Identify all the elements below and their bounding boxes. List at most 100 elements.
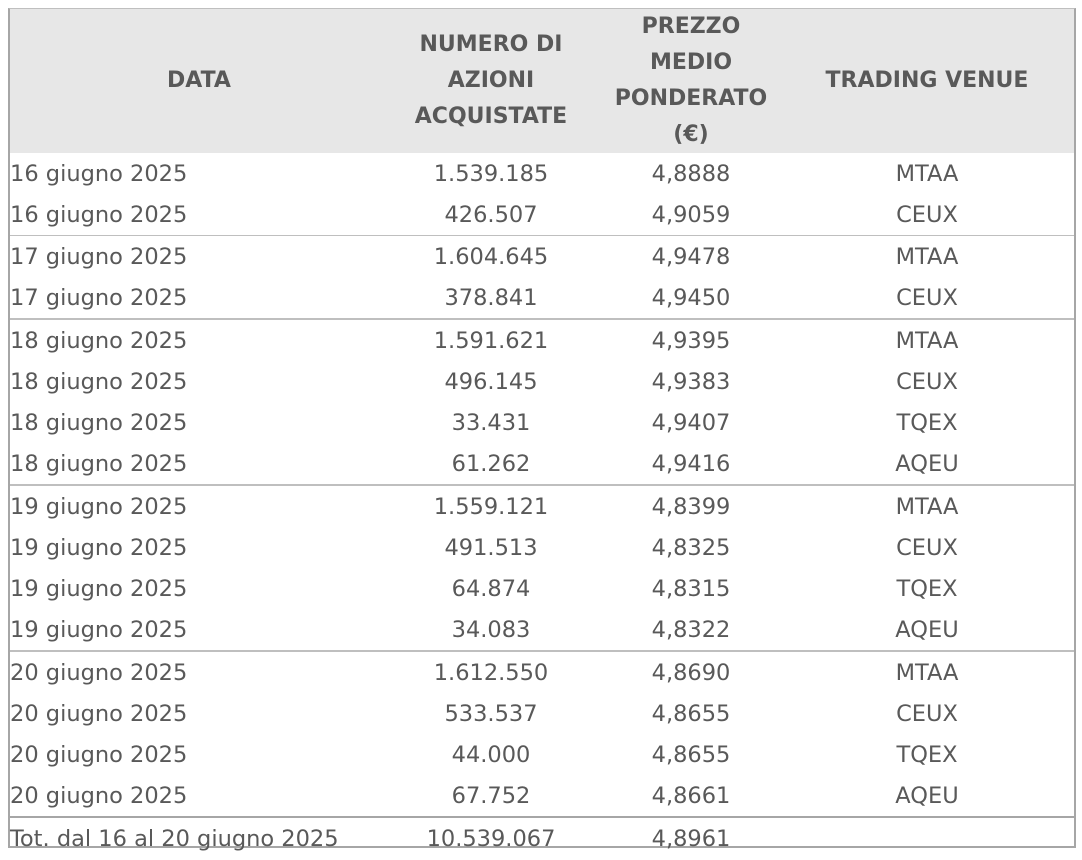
cell-price: 4,9059 [651,201,731,228]
cell-price: 4,8661 [651,782,731,809]
cell-shares: 67.752 [451,782,531,809]
cell-shares: 1.559.121 [380,484,602,527]
cell-shares: 34.083 [451,616,531,643]
cell-venue: TQEX [896,575,958,602]
cell-shares: 1.612.550 [380,650,602,693]
table-row: 18 giugno 2025 61.262 4,9416 AQEU [10,443,1074,485]
table-row: 17 giugno 2025 378.841 4,9450 CEUX [10,277,1074,319]
header-prezzo-medio: PREZZO MEDIO PONDERATO (€) [602,9,780,153]
cell-price: 4,8655 [651,700,731,727]
cell-price: 4,9450 [651,284,731,311]
cell-shares: 33.431 [451,409,531,436]
cell-date: 20 giugno 2025 [10,700,188,727]
table-row: 19 giugno 2025 491.513 4,8325 CEUX [10,527,1074,568]
header-prezzo-line-1: PREZZO MEDIO [641,14,741,75]
cell-date: 17 giugno 2025 [10,284,188,311]
cell-venue: AQEU [895,782,959,809]
table-row: 19 giugno 2025 1.559.121 4,8399 MTAA [10,484,1074,527]
cell-venue: CEUX [896,368,958,395]
table-row: 17 giugno 2025 1.604.645 4,9478 MTAA [10,235,1074,277]
table-header: DATA NUMERO DI AZIONI ACQUISTATE PREZZO … [10,9,1074,153]
cell-shares: 44.000 [451,741,531,768]
cell-price: 4,8655 [651,741,731,768]
header-numero-azioni: NUMERO DI AZIONI ACQUISTATE [380,9,602,153]
table-row: 18 giugno 2025 33.431 4,9407 TQEX [10,402,1074,443]
cell-price: 4,9416 [651,450,731,477]
cell-date: 19 giugno 2025 [10,484,380,527]
cell-date: 18 giugno 2025 [10,318,380,361]
cell-date: 17 giugno 2025 [10,235,380,277]
header-prezzo-line-2: PONDERATO (€) [614,86,768,147]
cell-date: 16 giugno 2025 [10,160,188,187]
cell-venue: TQEX [896,409,958,436]
cell-price: 4,9383 [651,368,731,395]
cell-price: 4,8322 [651,616,731,643]
cell-venue: CEUX [896,534,958,561]
cell-price: 4,9478 [602,235,780,277]
total-venue [780,816,1074,860]
cell-price: 4,8888 [651,160,731,187]
cell-venue: MTAA [780,650,1074,693]
table-row: 19 giugno 2025 34.083 4,8322 AQEU [10,609,1074,651]
cell-venue: MTAA [895,160,959,187]
cell-date: 18 giugno 2025 [10,368,188,395]
header-numero-line-3: ACQUISTATE [414,104,568,129]
cell-price: 4,8690 [602,650,780,693]
cell-date: 20 giugno 2025 [10,782,188,809]
cell-shares: 378.841 [444,284,538,311]
cell-date: 19 giugno 2025 [10,575,188,602]
cell-venue: CEUX [896,700,958,727]
cell-shares: 61.262 [451,450,531,477]
header-venue-line: TRADING VENUE [825,68,1029,93]
table-row: 16 giugno 2025 426.507 4,9059 CEUX [10,194,1074,236]
table-row: 18 giugno 2025 1.591.621 4,9395 MTAA [10,318,1074,361]
cell-venue: MTAA [780,484,1074,527]
buyback-table-container: DATA NUMERO DI AZIONI ACQUISTATE PREZZO … [8,8,1076,860]
table-row: 20 giugno 2025 533.537 4,8655 CEUX [10,693,1074,734]
total-price: 4,8961 [602,816,780,860]
cell-shares: 1.591.621 [380,318,602,361]
cell-date: 20 giugno 2025 [10,650,380,693]
cell-date: 18 giugno 2025 [10,450,188,477]
cell-shares: 496.145 [444,368,538,395]
total-shares: 10.539.067 [380,816,602,860]
cell-shares: 1.604.645 [380,235,602,277]
cell-venue: CEUX [896,201,958,228]
cell-shares: 426.507 [444,201,538,228]
header-numero-line-1: NUMERO DI [419,32,563,57]
cell-venue: AQEU [895,450,959,477]
total-row: Tot. dal 16 al 20 giugno 2025 10.539.067 4… [10,816,1074,860]
cell-venue: MTAA [780,318,1074,361]
cell-shares: 64.874 [451,575,531,602]
cell-venue: AQEU [895,616,959,643]
cell-price: 4,8325 [651,534,731,561]
table-row: 18 giugno 2025 496.145 4,9383 CEUX [10,361,1074,402]
cell-shares: 1.539.185 [433,160,549,187]
cell-date: 18 giugno 2025 [10,409,188,436]
header-data-line: DATA [167,68,231,93]
cell-shares: 491.513 [444,534,538,561]
table-row: 20 giugno 2025 67.752 4,8661 AQEU [10,775,1074,817]
header-row: DATA NUMERO DI AZIONI ACQUISTATE PREZZO … [10,9,1074,153]
cell-price: 4,8315 [651,575,731,602]
buyback-table: DATA NUMERO DI AZIONI ACQUISTATE PREZZO … [10,9,1074,860]
cell-date: 19 giugno 2025 [10,534,188,561]
header-numero-line-2: AZIONI [447,68,535,93]
cell-price: 4,8399 [602,484,780,527]
cell-shares: 533.537 [444,700,538,727]
cell-venue: MTAA [780,235,1074,277]
cell-date: 19 giugno 2025 [10,616,188,643]
total-label: Tot. dal 16 al 20 giugno 2025 [10,816,380,860]
cell-venue: CEUX [896,284,958,311]
cell-date: 20 giugno 2025 [10,741,188,768]
table-body: 16 giugno 2025 1.539.185 4,8888 MTAA 16 giug… [10,153,1074,860]
header-data: DATA [10,9,380,153]
cell-price: 4,9395 [602,318,780,361]
table-row: 20 giugno 2025 1.612.550 4,8690 MTAA [10,650,1074,693]
cell-venue: TQEX [896,741,958,768]
header-trading-venue: TRADING VENUE [780,9,1074,153]
cell-price: 4,9407 [651,409,731,436]
table-row: 16 giugno 2025 1.539.185 4,8888 MTAA [10,153,1074,194]
table-row: 20 giugno 2025 44.000 4,8655 TQEX [10,734,1074,775]
table-row: 19 giugno 2025 64.874 4,8315 TQEX [10,568,1074,609]
